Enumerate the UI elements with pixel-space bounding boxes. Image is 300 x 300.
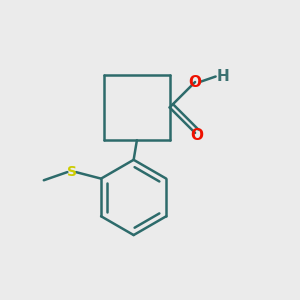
Text: O: O [190,128,203,143]
Text: H: H [216,69,229,84]
Text: O: O [189,74,202,89]
Text: S: S [67,165,76,179]
